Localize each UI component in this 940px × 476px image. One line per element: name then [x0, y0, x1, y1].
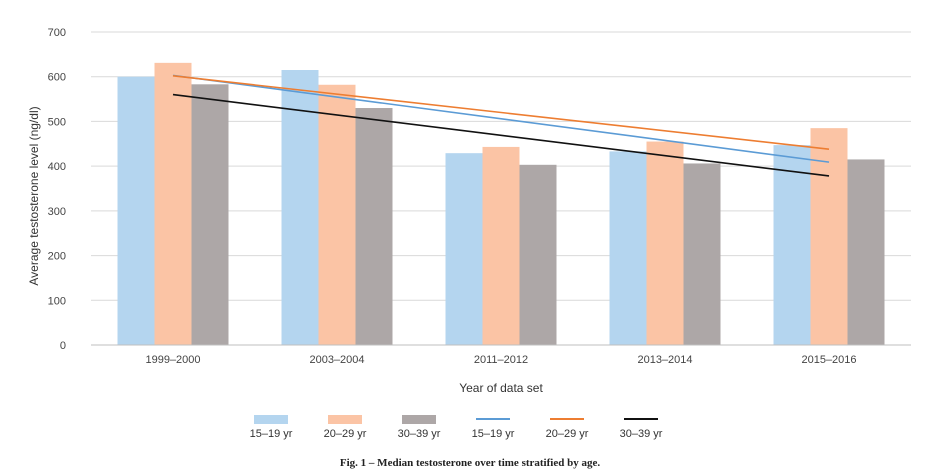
y-tick-label: 300: [48, 206, 66, 218]
x-tick-label: 2013–2014: [637, 354, 692, 366]
x-axis-title: Year of data set: [459, 381, 543, 395]
bar: [318, 84, 356, 346]
bar: [810, 128, 848, 345]
bar: [683, 163, 721, 345]
y-tick-label: 200: [48, 251, 66, 263]
y-tick-label: 500: [48, 116, 66, 128]
trendline: [172, 75, 830, 150]
y-axis-title: Average testosterone level (ng/dl): [27, 106, 41, 285]
trendlines: [172, 74, 830, 177]
y-tick-label: 600: [48, 72, 66, 84]
x-tick-label: 2003–2004: [309, 354, 364, 366]
legend-label: 20–29 yr: [324, 428, 367, 440]
bar: [847, 159, 885, 345]
legend-label: 15–19 yr: [472, 428, 515, 440]
x-tick-label: 2015–2016: [801, 354, 856, 366]
trendline: [172, 74, 830, 163]
x-tick-label: 2011–2012: [474, 354, 528, 366]
bar: [773, 145, 811, 345]
y-tick-label: 100: [48, 295, 66, 307]
bars: [117, 62, 885, 346]
bar: [482, 146, 520, 345]
bar: [117, 76, 155, 345]
trendline: [172, 93, 830, 177]
bar: [281, 70, 319, 345]
legend-swatch: [254, 415, 288, 424]
y-tick-label: 700: [48, 27, 66, 39]
legend-swatch: [328, 415, 362, 424]
bar: [646, 141, 684, 345]
legend-swatch: [402, 415, 436, 424]
bar: [519, 164, 557, 345]
bar: [445, 153, 483, 345]
legend-label: 15–19 yr: [250, 428, 293, 440]
y-tick-label: 400: [48, 161, 66, 173]
x-axis-ticks: 1999–2000 2003–2004 2011–2012 2013–2014 2015…: [145, 354, 856, 366]
bar: [154, 62, 192, 346]
y-tick-label: 0: [60, 340, 66, 352]
legend-label: 30–39 yr: [398, 428, 441, 440]
bar: [609, 151, 647, 345]
legend-label: 30–39 yr: [620, 428, 663, 440]
figure-caption: Fig. 1 – Median testosterone over time s…: [340, 457, 600, 469]
x-tick-label: 1999–2000: [145, 354, 200, 366]
y-axis-ticks: 0 100 200 300 400 500 600 700: [48, 27, 66, 352]
bar: [191, 84, 229, 346]
bar: [355, 108, 393, 345]
legend: 15–19 yr 20–29 yr 30–39 yr 15–19 yr 20–29 yr…: [250, 415, 663, 440]
legend-label: 20–29 yr: [546, 428, 589, 440]
